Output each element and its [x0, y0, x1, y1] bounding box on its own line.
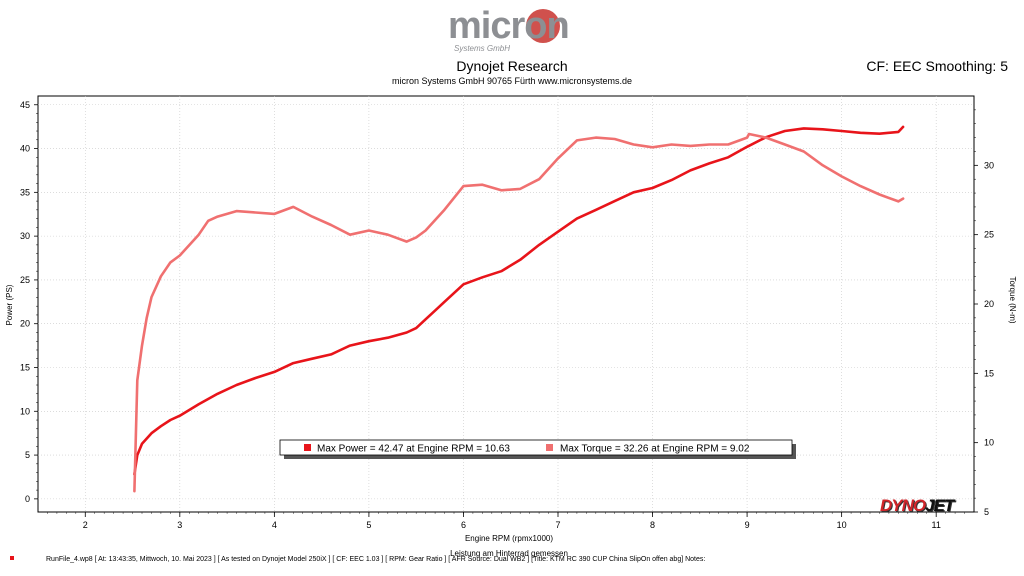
y-right-tick-label: 25 [984, 230, 994, 240]
legend-power-swatch [304, 444, 311, 451]
y-tick-label: 20 [20, 319, 30, 329]
y-right-tick-label: 15 [984, 368, 994, 378]
x-tick-label: 3 [177, 520, 182, 530]
y-tick-label: 45 [20, 100, 30, 110]
series-group [133, 125, 905, 493]
legend-torque-label: Max Torque = 32.26 at Engine RPM = 9.02 [560, 444, 750, 455]
chart-title: Dynojet Research [456, 58, 568, 74]
legend-torque-swatch [546, 444, 553, 451]
footer-marker [10, 556, 14, 560]
x-tick-label: 4 [272, 520, 277, 530]
chart-subtitle: micron Systems GmbH 90765 Fürth www.micr… [391, 76, 633, 86]
logo-circle-mark [526, 9, 560, 43]
y-tick-label: 0 [25, 494, 30, 504]
legend-box [279, 439, 793, 456]
dynojet-logo-jet: JET [925, 496, 954, 515]
logo-text: micron [448, 5, 570, 47]
y-right-tick-label: 5 [984, 507, 989, 517]
x-tick-label: 6 [461, 520, 466, 530]
y-tick-label: 15 [20, 362, 30, 372]
x-tick-label: 5 [366, 520, 371, 530]
y-right-tick-label: 10 [984, 438, 994, 448]
micron-logo: micron Systems GmbH [448, 6, 578, 56]
x-tick-label: 10 [837, 520, 847, 530]
legend: Max Power = 42.47 at Engine RPM = 10.63 … [279, 439, 796, 459]
x-tick-label: 9 [745, 520, 750, 530]
x-tick-label: 11 [932, 520, 941, 530]
legend-power-label: Max Power = 42.47 at Engine RPM = 10.63 [317, 444, 510, 455]
cf-smoothing-label: CF: EEC Smoothing: 5 [866, 58, 1008, 74]
x-tick-label: 8 [650, 520, 655, 530]
x-axis-sublabel: Leistung am Hinterrad gemessen [450, 549, 568, 558]
y-right-tick-label: 30 [984, 160, 994, 170]
y-tick-label: 30 [20, 231, 30, 241]
x-tick-label: 2 [83, 520, 88, 530]
y-tick-label: 40 [20, 144, 30, 154]
y-axis-right-label: Torque (N-m) [1008, 276, 1017, 323]
dynojet-logo: DYNOJET [880, 496, 954, 516]
y-tick-label: 10 [20, 406, 30, 416]
series-line-torque [133, 132, 905, 493]
logo-subtext: Systems GmbH [454, 44, 511, 53]
y-tick-label: 25 [20, 275, 30, 285]
y-tick-label: 35 [20, 187, 30, 197]
x-tick-label: 7 [555, 520, 560, 530]
y-axis-label: Power (PS) [5, 284, 14, 325]
x-axis-label: Engine RPM (rpmx1000) [465, 534, 553, 543]
dynojet-logo-dyno: DYNO [880, 496, 926, 515]
y-tick-label: 5 [25, 450, 30, 460]
run-info-footer: RunFile_4.wp8 [ At: 13:43:35, Mittwoch, … [46, 556, 706, 563]
y-right-tick-label: 20 [984, 299, 994, 309]
